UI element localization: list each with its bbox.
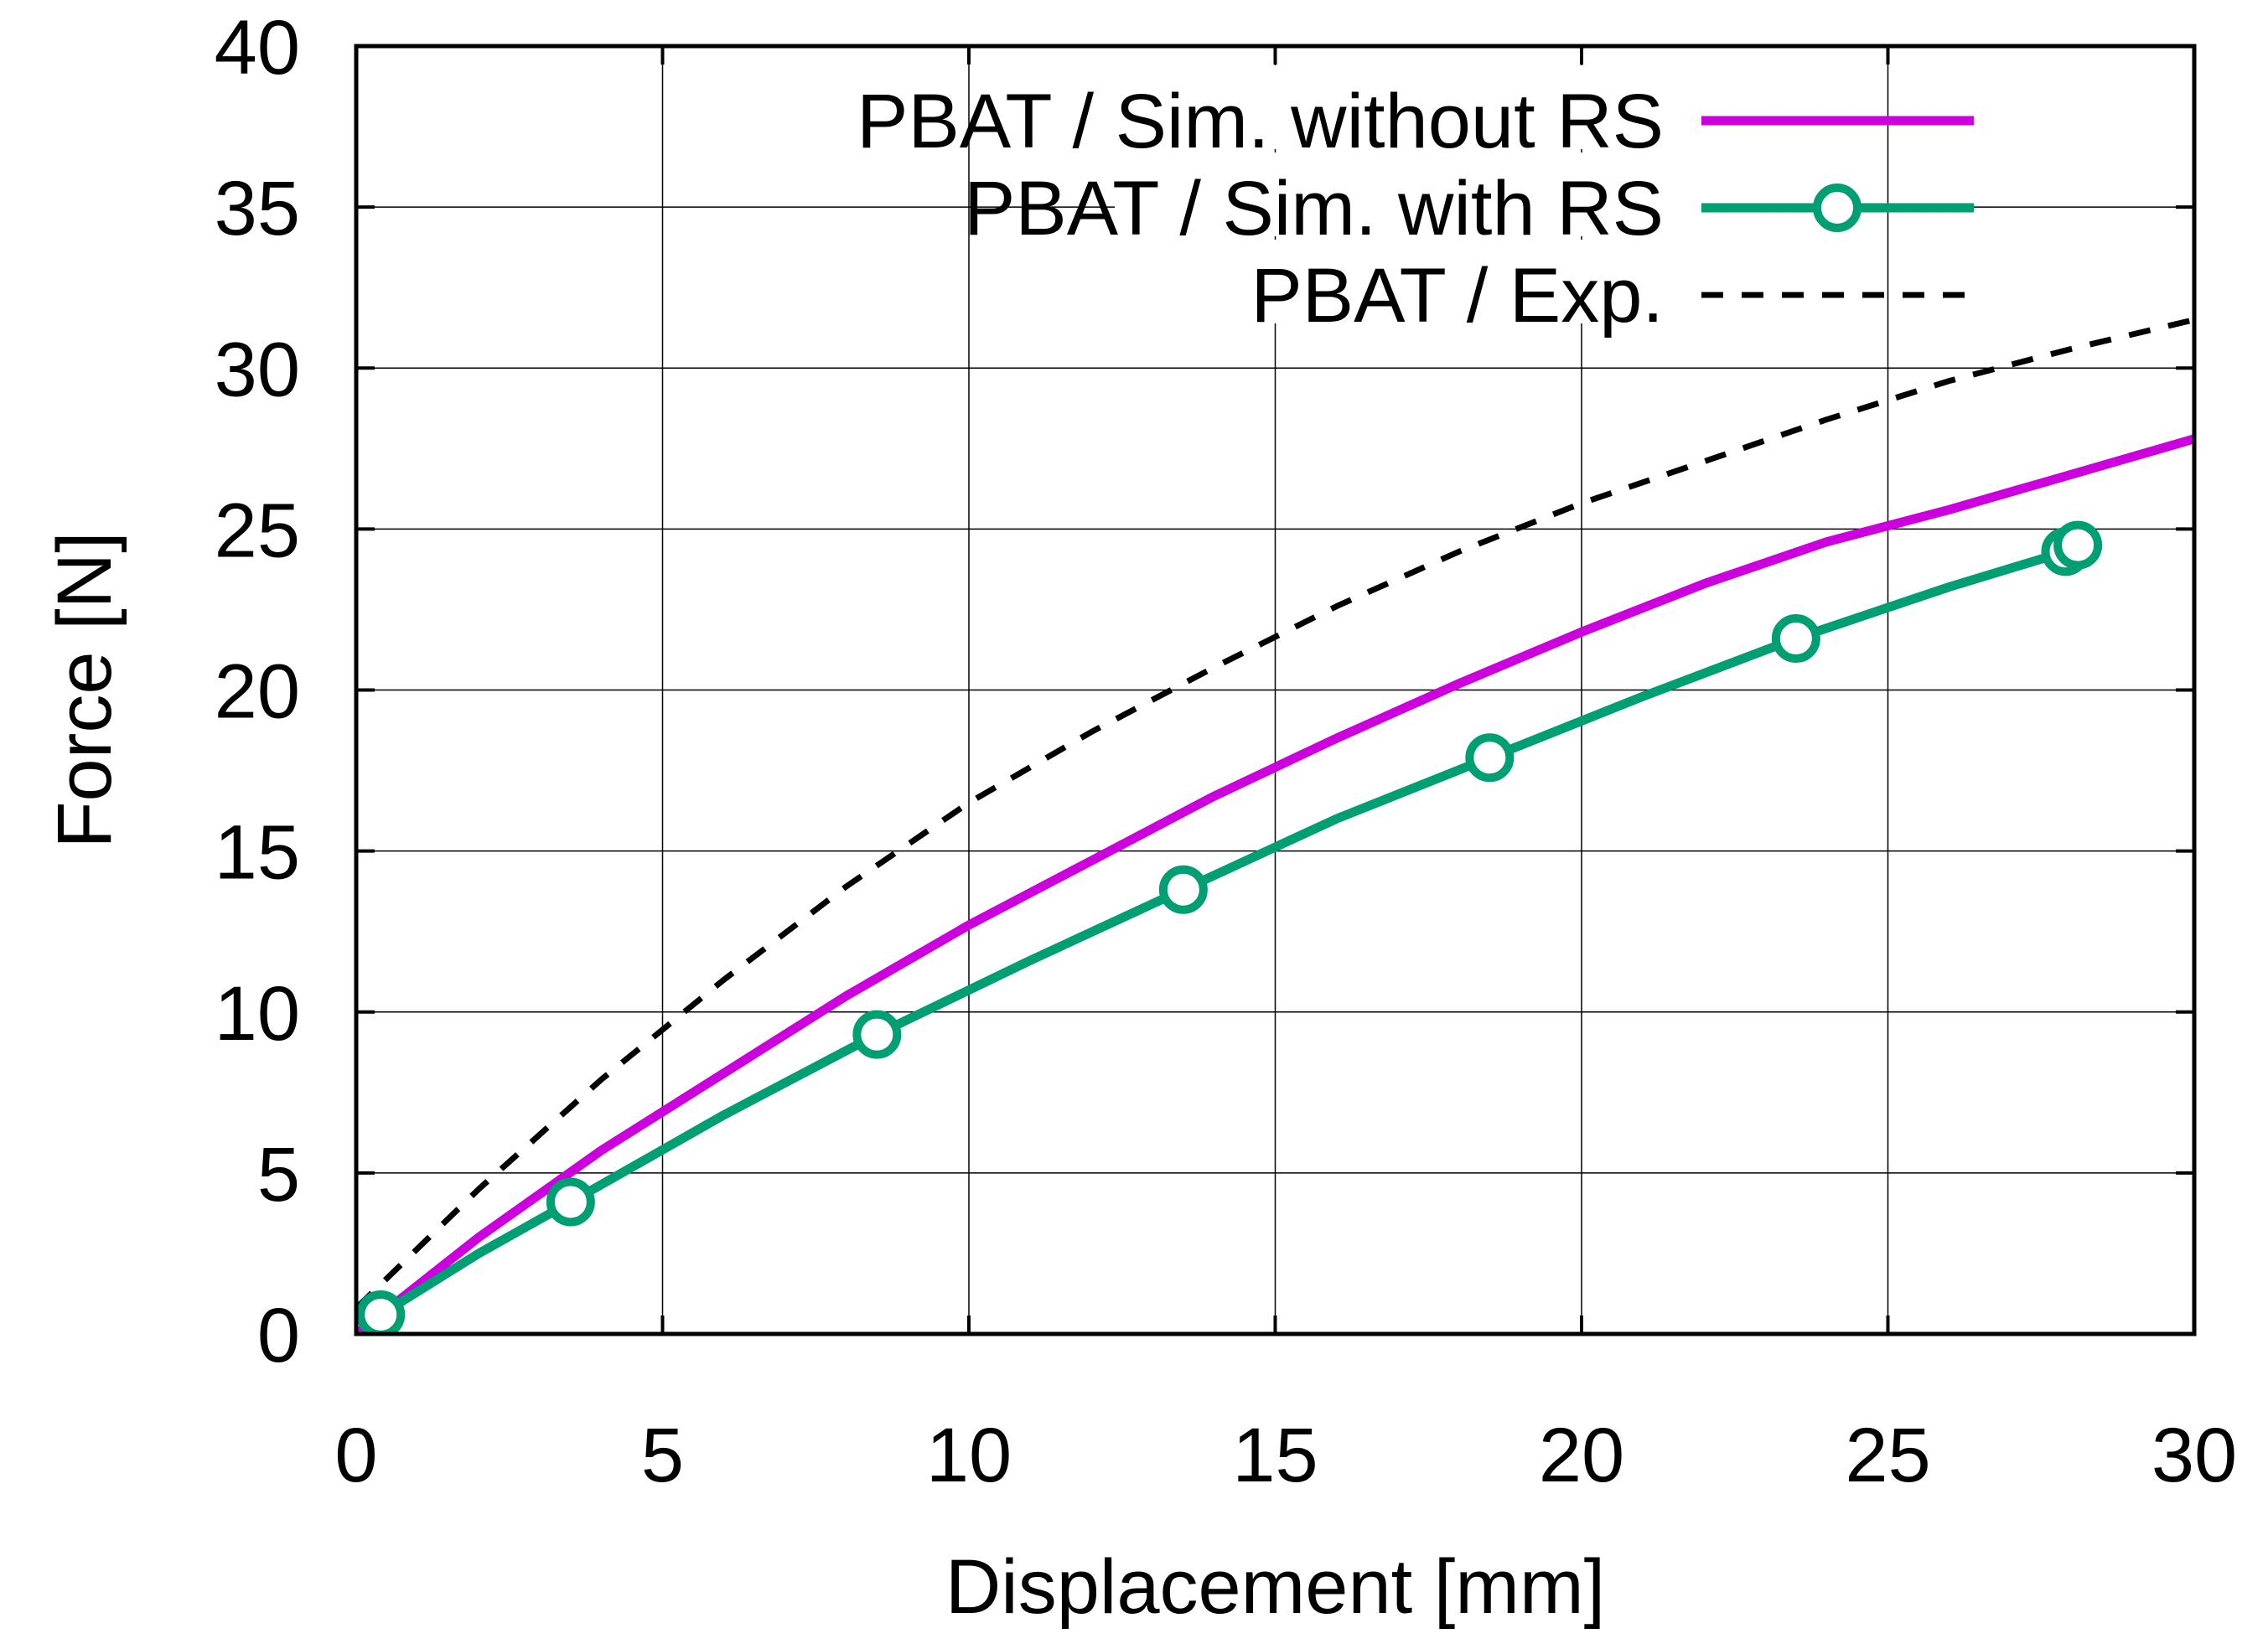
series-marker [2053, 520, 2103, 570]
y-tick-label: 25 [215, 488, 300, 573]
y-axis-title: Force [N] [42, 531, 127, 848]
x-tick-label: 20 [1539, 1413, 1624, 1498]
x-tick-label: 25 [1845, 1413, 1930, 1498]
series-line-2 [356, 317, 2194, 1310]
x-axis-title: Displacement [mm] [945, 1544, 1605, 1630]
series-line-0 [356, 434, 2194, 1334]
series-line-1 [378, 540, 2080, 1319]
x-tick-label: 10 [926, 1413, 1012, 1498]
y-tick-label: 35 [215, 166, 300, 251]
y-tick-label: 20 [215, 649, 300, 735]
x-tick-label: 0 [334, 1413, 377, 1498]
x-tick-label: 30 [2151, 1413, 2237, 1498]
x-tick-label: 5 [641, 1413, 684, 1498]
series-marker [852, 1010, 902, 1059]
legend-label-1: PBAT / Sim. with RS [964, 166, 1664, 251]
y-tick-label: 30 [215, 327, 300, 412]
series-marker [546, 1177, 595, 1227]
y-tick-label: 15 [215, 810, 300, 896]
legend-bg [1140, 240, 1676, 323]
legend-bg [1115, 65, 1701, 149]
legend-bg [1115, 152, 1701, 236]
x-tick-label: 15 [1232, 1413, 1318, 1498]
series-marker [1158, 865, 1208, 914]
y-tick-label: 40 [215, 5, 300, 90]
y-tick-label: 0 [257, 1293, 300, 1378]
series-marker [1465, 733, 1515, 783]
y-tick-label: 5 [257, 1132, 300, 1217]
ticks: 0 5 10 15 20 25 30 0 5 10 15 20 25 30 35 40 [215, 5, 2238, 1498]
series-layer [356, 317, 2194, 1334]
legend-label-2: PBAT / Exp. [1251, 253, 1664, 339]
legend-label-0: PBAT / Sim. without RS [857, 79, 1664, 164]
legend-marker [1813, 184, 1862, 232]
y-tick-label: 10 [215, 971, 300, 1057]
series-marker [1771, 614, 1820, 664]
series-marker [356, 1290, 406, 1334]
